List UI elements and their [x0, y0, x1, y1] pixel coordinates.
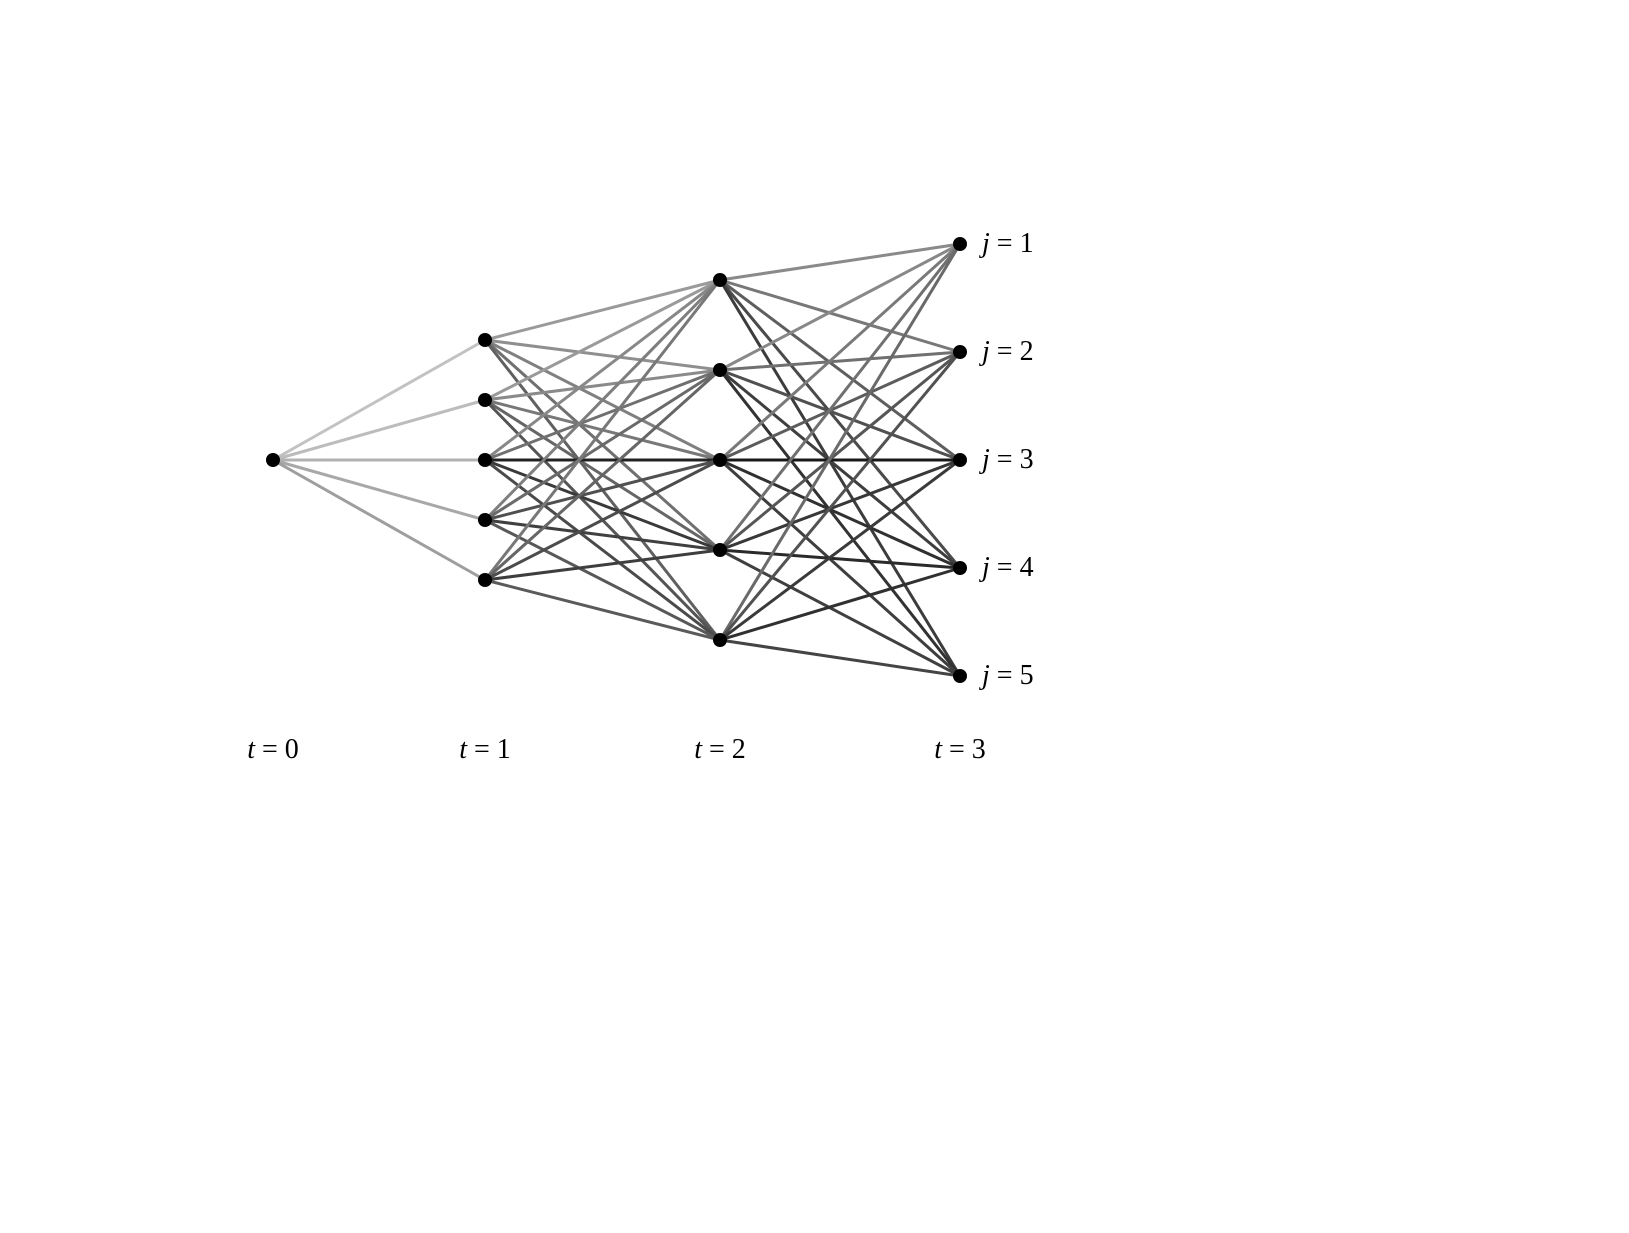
edge [485, 460, 720, 520]
j-label: j = 2 [979, 336, 1034, 367]
j-label: j = 5 [979, 660, 1034, 691]
edge [485, 550, 720, 580]
edge [720, 244, 960, 640]
node [953, 669, 967, 683]
node [266, 453, 280, 467]
node [713, 633, 727, 647]
node [478, 453, 492, 467]
node [478, 513, 492, 527]
node [953, 561, 967, 575]
node [478, 333, 492, 347]
node [713, 453, 727, 467]
lattice-diagram: t = 0 t = 1 t = 2 t = 3 j = 1 j = 2 j = 3 j = 4… [0, 0, 1629, 1233]
node [478, 573, 492, 587]
t-axis-label: t = 2 [694, 734, 746, 765]
edge [720, 352, 960, 550]
edge [485, 280, 720, 340]
edge [273, 400, 485, 460]
edge [485, 340, 720, 370]
edge [720, 370, 960, 568]
edge [273, 460, 485, 520]
node [713, 363, 727, 377]
j-label: j = 3 [979, 444, 1034, 475]
node [953, 453, 967, 467]
edge [720, 280, 960, 676]
node [713, 273, 727, 287]
edge [273, 460, 485, 580]
t-axis-label: t = 3 [934, 734, 986, 765]
node [713, 543, 727, 557]
node [478, 393, 492, 407]
edge [273, 340, 485, 460]
j-label: j = 1 [979, 228, 1034, 259]
t-axis-label: t = 0 [247, 734, 299, 765]
j-label: j = 4 [979, 552, 1034, 583]
node [953, 345, 967, 359]
t-axis-label: t = 1 [459, 734, 511, 765]
edge [485, 580, 720, 640]
node [953, 237, 967, 251]
